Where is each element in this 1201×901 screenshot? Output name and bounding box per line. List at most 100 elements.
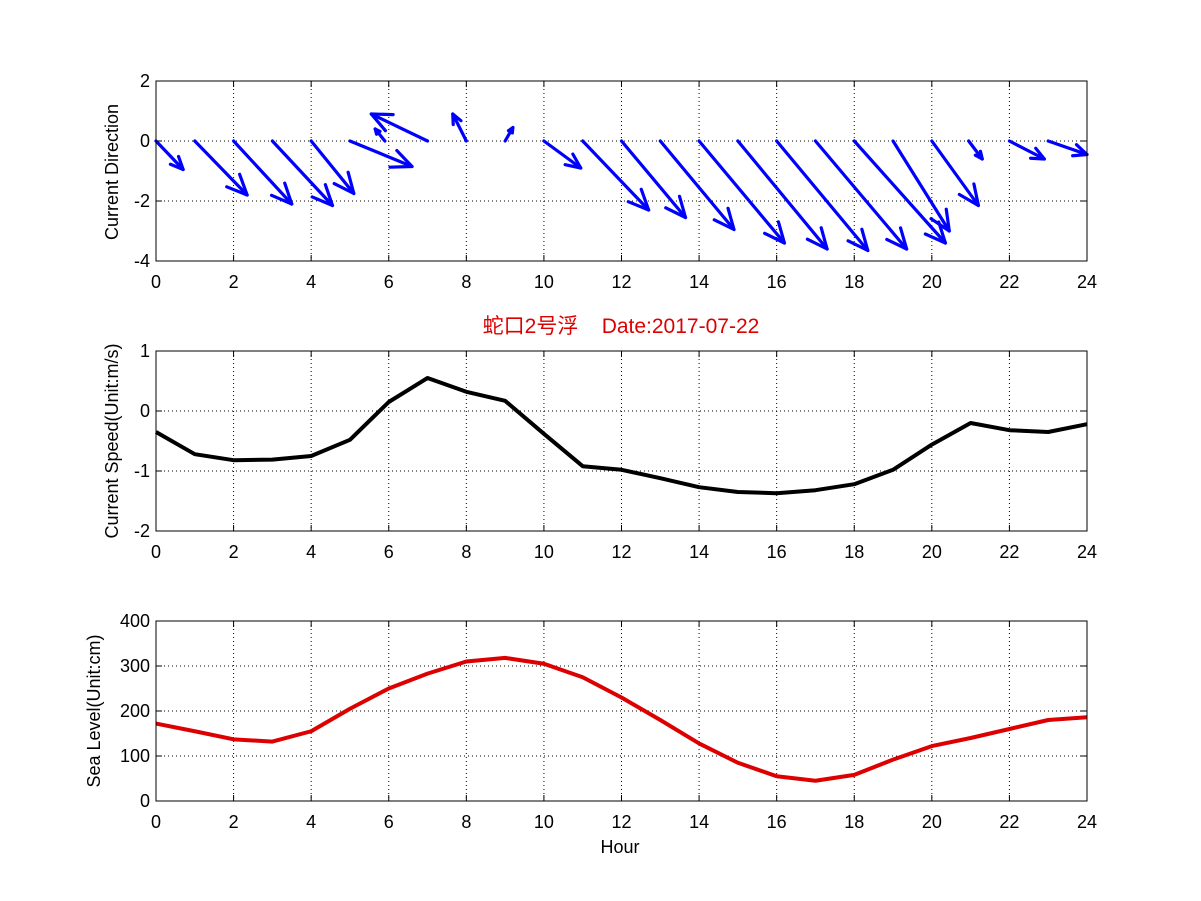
speed-y-tick-label: 0 [140, 401, 150, 421]
speed-x-tick-label: 18 [844, 542, 864, 562]
direction-arrow-shaft [369, 112, 430, 143]
speed-y-tick-label: 1 [140, 341, 150, 361]
direction-arrow-shaft [309, 139, 356, 196]
direction-arrow-head [1029, 146, 1046, 161]
direction-x-tick-label: 0 [151, 272, 161, 292]
direction-arrow-shaft [542, 139, 583, 170]
speed-y-tick-label: -2 [134, 521, 150, 541]
direction-arrow-head [168, 154, 185, 172]
direction-arrow-head [846, 227, 870, 253]
direction-arrow-shaft [154, 139, 185, 172]
direction-arrow-shaft [1046, 139, 1089, 157]
speed-x-tick-label: 4 [306, 542, 316, 562]
direction-arrow-shaft [193, 139, 249, 197]
direction-y-tick-label: -4 [134, 251, 150, 271]
direction-arrow-shaft [736, 139, 829, 251]
sea-level-x-tick-label: 6 [384, 812, 394, 832]
speed-x-tick-label: 0 [151, 542, 161, 562]
direction-arrow-head [626, 187, 651, 212]
sea-level-x-tick-label: 8 [461, 812, 471, 832]
direction-arrow-shaft [658, 139, 736, 232]
speed-series-line [155, 376, 1088, 496]
speed-x-tick-label: 14 [689, 542, 709, 562]
direction-arrow-shaft [813, 139, 909, 251]
direction-arrow-shaft [891, 139, 951, 233]
direction-arrow-head [506, 125, 515, 135]
direction-x-tick-label: 22 [999, 272, 1019, 292]
direction-arrow-shaft [348, 139, 414, 169]
direction-arrow-head [923, 220, 948, 245]
sea-level-y-tick-label: 400 [120, 611, 150, 631]
sea-level-x-tick-label: 0 [151, 812, 161, 832]
direction-x-tick-label: 14 [689, 272, 709, 292]
current-direction-ylabel: Current Direction [102, 104, 122, 240]
sea-level-x-tick-label: 18 [844, 812, 864, 832]
direction-x-tick-label: 16 [767, 272, 787, 292]
direction-arrow-head [369, 112, 395, 133]
speed-x-tick-label: 8 [461, 542, 471, 562]
sea-level-ylabel: Sea Level(Unit:cm) [84, 634, 104, 787]
sea-level-y-tick-label: 0 [140, 791, 150, 811]
direction-x-tick-label: 12 [611, 272, 631, 292]
direction-x-tick-label: 2 [229, 272, 239, 292]
direction-arrow-head [664, 194, 688, 220]
sea-level-x-tick-label: 24 [1077, 812, 1097, 832]
direction-arrow-shaft [1007, 139, 1046, 161]
direction-arrow-head [225, 172, 249, 197]
direction-arrow-head [929, 207, 951, 233]
direction-arrow-shaft [451, 112, 468, 143]
direction-arrow-head [332, 170, 356, 196]
sea-level-y-tick-label: 100 [120, 746, 150, 766]
speed-x-tick-label: 16 [767, 542, 787, 562]
direction-arrow-shaft [270, 139, 335, 208]
speed-x-tick-label: 12 [611, 542, 631, 562]
speed-x-tick-label: 22 [999, 542, 1019, 562]
direction-arrow-shaft [852, 139, 948, 245]
speed-axes-frame [155, 350, 1088, 532]
direction-x-tick-label: 4 [306, 272, 316, 292]
speed-y-tick-label: -1 [134, 461, 150, 481]
sea-level-y-tick-label: 200 [120, 701, 150, 721]
direction-y-tick-label: -2 [134, 191, 150, 211]
direction-y-tick-label: 0 [140, 131, 150, 151]
speed-x-tick-label: 6 [384, 542, 394, 562]
direction-arrow-shaft [930, 139, 980, 208]
direction-arrow-shaft [231, 139, 294, 206]
direction-x-tick-label: 8 [461, 272, 471, 292]
direction-arrow-head [373, 127, 382, 136]
direction-arrow-head [763, 220, 787, 245]
direction-x-tick-label: 6 [384, 272, 394, 292]
sea-level-series-line [155, 655, 1088, 783]
sea-level-xlabel: Hour [600, 837, 639, 857]
sea-level-y-tick-label: 300 [120, 656, 150, 676]
speed-x-tick-label: 24 [1077, 542, 1097, 562]
sea-level-axes-frame [155, 620, 1088, 802]
direction-arrow-head [269, 181, 294, 206]
direction-x-tick-label: 10 [534, 272, 554, 292]
current-speed-panel: 0 2 4 6 8 10 12 14 16 18 20 22 24-2-101 [134, 341, 1097, 562]
current-direction-panel: 0 2 4 6 8 10 12 14 16 18 20 22 24-4-202 [134, 71, 1097, 292]
sea-level-x-tick-label: 14 [689, 812, 709, 832]
speed-x-tick-label: 2 [229, 542, 239, 562]
direction-arrow-head [451, 112, 463, 127]
sea-level-x-tick-label: 12 [611, 812, 631, 832]
direction-arrow-head [805, 226, 829, 251]
sea-level-x-tick-label: 4 [306, 812, 316, 832]
direction-arrow-head [310, 183, 335, 208]
speed-x-tick-label: 10 [534, 542, 554, 562]
direction-x-tick-label: 18 [844, 272, 864, 292]
sea-level-x-tick-label: 22 [999, 812, 1019, 832]
direction-y-tick-label: 2 [140, 71, 150, 91]
direction-arrow-head [885, 226, 909, 251]
direction-arrow-shaft [775, 139, 870, 253]
direction-arrow-shaft [581, 139, 651, 212]
direction-arrow-shaft [697, 139, 787, 245]
speed-x-tick-label: 20 [922, 542, 942, 562]
direction-arrow-shaft [619, 139, 688, 220]
direction-arrow-head [957, 182, 980, 208]
direction-arrow-head [563, 152, 583, 170]
direction-arrow-head [712, 206, 736, 232]
current-speed-ylabel: Current Speed(Unit:m/s) [102, 343, 122, 538]
